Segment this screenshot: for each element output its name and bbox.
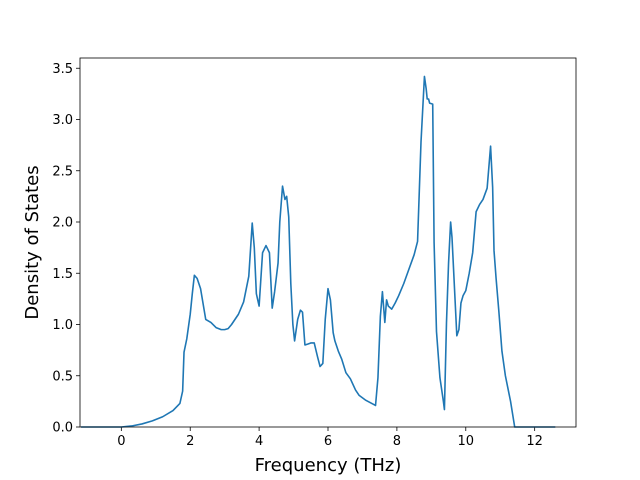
x-tick-label: 0 [117, 434, 125, 449]
ticks-layer: 0 2 4 6 8 10 12 0.0 0.5 1.0 1.5 2.0 2.5 3.0 3.5 [52, 62, 543, 449]
y-axis-label: Density of States [22, 165, 43, 319]
y-tick-label: 2.5 [52, 164, 73, 179]
y-tick-label: 1.5 [52, 267, 73, 282]
x-tick-label: 8 [393, 434, 401, 449]
dos-series-line [81, 75, 556, 428]
plot-frame [79, 57, 577, 428]
y-tick-label: 1.0 [52, 318, 73, 333]
y-tick-label: 3.0 [52, 113, 73, 128]
y-tick-label: 2.0 [52, 216, 73, 231]
x-tick-label: 12 [526, 434, 543, 449]
x-tick-label: 4 [255, 434, 263, 449]
x-tick-label: 2 [186, 434, 194, 449]
x-tick-label: 6 [324, 434, 332, 449]
x-tick-label: 10 [458, 434, 475, 449]
y-tick-label: 0.0 [52, 421, 73, 436]
y-tick-label: 0.5 [52, 369, 73, 384]
x-axis-label: Frequency (THz) [255, 455, 402, 476]
y-tick-label: 3.5 [52, 62, 73, 77]
